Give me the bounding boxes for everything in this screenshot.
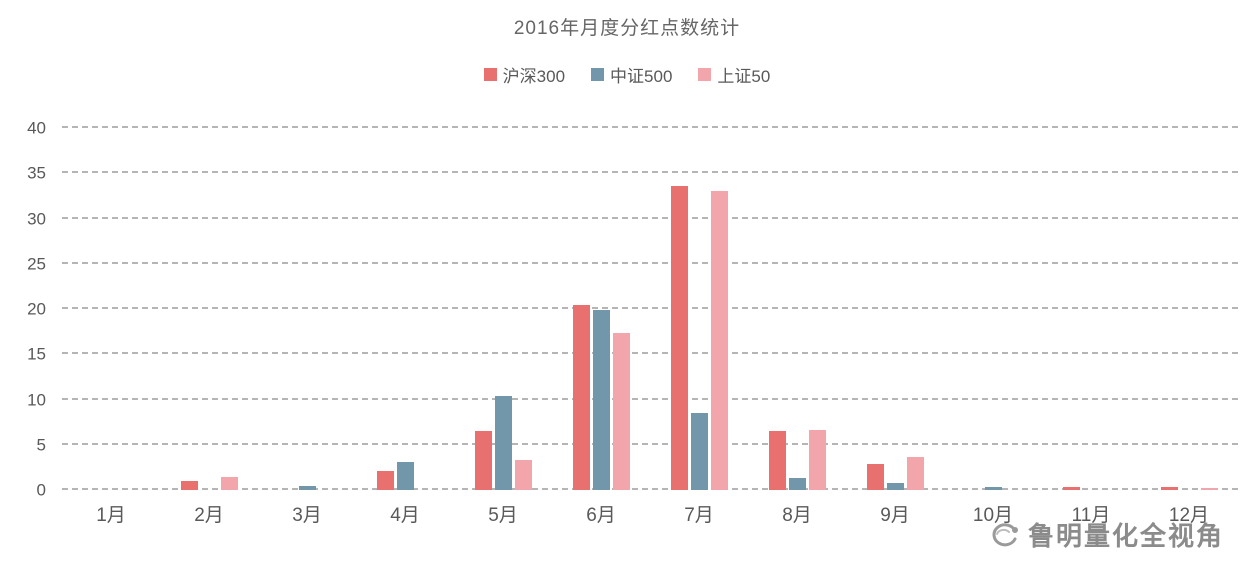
bar-上证50-7月: [710, 191, 728, 490]
gridline: [62, 216, 1238, 219]
x-axis-label: 9月: [880, 505, 910, 526]
bar-上证50-8月: [808, 430, 826, 490]
x-axis-label: 1月: [96, 505, 126, 526]
bar-group: [160, 128, 258, 490]
bar-中证500-7月: [690, 413, 708, 490]
bar-group: [1140, 128, 1238, 490]
gridline: [62, 171, 1238, 174]
x-axis: 1月 2月 3月 4月 5月 6月 7月 8月 9月 10月 11月 12月: [62, 500, 1238, 527]
legend-label: 沪深300: [502, 67, 566, 86]
bar-上证50-2月: [220, 477, 238, 490]
x-axis-label: 7月: [684, 505, 714, 526]
bar-中证500-5月: [494, 395, 512, 490]
watermark: 鲁明量化全视角: [988, 516, 1224, 553]
y-axis-label: 35: [27, 163, 46, 183]
bar-group: [62, 128, 160, 490]
legend-swatch: [591, 68, 605, 81]
bar-沪深300-9月: [866, 463, 884, 490]
bar-group: [454, 128, 552, 490]
bar-group: [846, 128, 944, 490]
bar-中证500-4月: [396, 461, 414, 490]
bar-沪深300-6月: [572, 305, 590, 490]
x-axis-label: 2月: [194, 505, 224, 526]
x-axis-label: 11月: [1071, 505, 1111, 526]
legend-label: 中证500: [610, 67, 673, 86]
y-axis-label: 20: [27, 299, 46, 319]
bar-groups: [62, 128, 1238, 490]
bar-中证500-8月: [788, 478, 806, 490]
bar-group: [944, 128, 1042, 490]
bar-上证50-9月: [906, 456, 924, 490]
x-axis-label: 5月: [488, 505, 518, 526]
x-axis-label: 8月: [782, 505, 812, 526]
x-axis-label: 10月: [972, 505, 1014, 526]
legend-item-上证50: 上证50: [698, 62, 770, 87]
watermark-logo-icon: [988, 520, 1020, 550]
x-axis-label: 6月: [586, 505, 616, 526]
bar-沪深300-2月: [180, 480, 198, 490]
y-axis-label: 25: [27, 254, 46, 274]
bar-沪深300-12月: [1160, 487, 1178, 490]
chart-legend: 沪深300 中证500 上证50: [0, 62, 1254, 87]
gridline: [62, 352, 1238, 355]
bar-上证50-6月: [612, 333, 630, 490]
legend-label: 上证50: [717, 67, 771, 86]
bar-中证500-9月: [886, 482, 904, 490]
bar-沪深300-4月: [376, 471, 394, 490]
gridline: [62, 261, 1238, 264]
bar-group: [650, 128, 748, 490]
legend-swatch: [698, 68, 712, 81]
gridline: [62, 397, 1238, 400]
y-axis-label: 10: [27, 390, 46, 409]
legend-swatch: [483, 68, 497, 81]
gridline: [62, 442, 1238, 445]
bar-group: [1042, 128, 1140, 490]
bar-上证50-12月: [1200, 488, 1218, 490]
x-axis-label: 3月: [292, 505, 322, 526]
bar-中证500-3月: [298, 486, 316, 490]
watermark-text: 鲁明量化全视角: [1027, 521, 1224, 551]
plot-area: 0 5 10 15 20 25 30 35 40: [27, 120, 1238, 499]
chart-title: 2016年月度分红点数统计: [513, 18, 741, 39]
bar-中证500-10月: [984, 487, 1002, 490]
legend-item-中证500: 中证500: [591, 62, 672, 87]
bar-沪深300-5月: [474, 431, 492, 490]
x-axis-label: 12月: [1168, 505, 1210, 526]
x-axis-label: 4月: [390, 505, 420, 526]
bar-group: [748, 128, 846, 490]
legend-item-沪深300: 沪深300: [483, 62, 566, 87]
bar-group: [356, 128, 454, 490]
bar-沪深300-7月: [670, 185, 688, 490]
bar-group: [552, 128, 650, 490]
bar-上证50-5月: [514, 460, 532, 490]
bar-沪深300-8月: [768, 431, 786, 490]
y-axis-label: 15: [27, 344, 46, 364]
bar-group: [258, 128, 356, 490]
gridline: [62, 488, 1238, 490]
gridline: [62, 126, 1238, 128]
bar-中证500-6月: [592, 309, 610, 490]
gridline: [62, 307, 1238, 309]
bar-沪深300-11月: [1062, 487, 1080, 490]
y-axis-label: 30: [27, 209, 46, 228]
y-axis-label: 40: [27, 118, 46, 138]
y-axis-label: 0: [36, 480, 46, 500]
y-axis-label: 5: [36, 435, 46, 455]
